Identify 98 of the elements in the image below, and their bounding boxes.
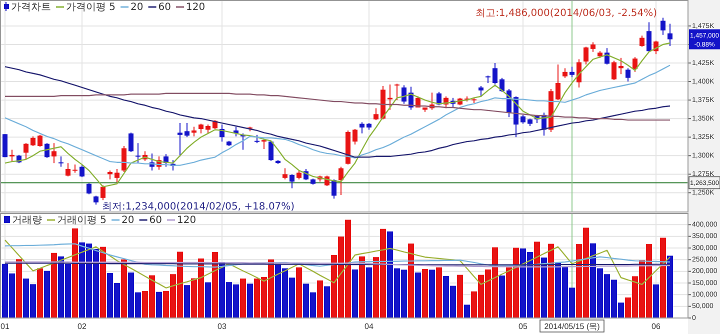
x-tick-label: 04 (364, 322, 374, 331)
bar (37, 268, 43, 318)
bar (16, 259, 22, 318)
candlestick (576, 58, 582, 88)
candlestick (268, 140, 274, 162)
bar (422, 269, 428, 318)
candlestick (192, 126, 196, 137)
legend-label: 가격차트 (11, 2, 51, 13)
legend-label: 120 (177, 215, 196, 226)
candlestick (136, 142, 140, 164)
candlestick (478, 85, 484, 97)
candlestick (338, 166, 344, 196)
candlestick (178, 122, 182, 157)
bar (499, 276, 505, 318)
x-tick-label: 03 (218, 322, 227, 331)
candlestick (556, 64, 560, 101)
bar (534, 242, 540, 318)
bar (667, 256, 673, 318)
legend-label: 20 (122, 215, 134, 226)
bar (296, 267, 302, 318)
candlestick (66, 162, 70, 177)
candlestick (30, 136, 36, 147)
candlestick (86, 182, 92, 195)
candlestick (668, 23, 672, 46)
bar (324, 286, 330, 318)
legend-label: 60 (149, 215, 162, 226)
candlestick (332, 178, 336, 200)
candlestick (122, 146, 126, 172)
candlestick (388, 84, 392, 110)
annotation: 최고:1,486,000(2014/06/03, -2.54%) (476, 8, 658, 19)
bar (156, 292, 162, 318)
bar (464, 304, 470, 318)
bar (359, 256, 365, 318)
candlestick (626, 68, 630, 82)
bar (415, 272, 421, 318)
candlestick (402, 84, 406, 104)
candlestick (374, 108, 378, 121)
bar (44, 270, 50, 318)
candlestick (184, 122, 190, 138)
candlestick (632, 56, 638, 72)
candlestick (612, 60, 616, 81)
candlestick (80, 164, 84, 178)
annotation: 최저:1,234,000(2014/02/05, +18.07%) (102, 202, 295, 213)
candlestick (198, 123, 204, 134)
candlestick (584, 46, 588, 65)
candlestick (640, 35, 644, 48)
bar (660, 238, 666, 318)
bar (366, 267, 372, 318)
bar (653, 284, 659, 318)
bar (548, 244, 554, 318)
bar (408, 244, 414, 318)
candlestick (618, 57, 624, 75)
x-tick-label: 02 (78, 322, 87, 331)
candlestick (660, 17, 666, 36)
candlestick (352, 128, 358, 146)
legend-label: 거래이평 5 (57, 215, 107, 226)
bar (429, 270, 435, 318)
x-tick-label: 06 (652, 322, 661, 331)
candlestick (52, 142, 56, 164)
legend-label: 60 (158, 2, 172, 13)
x-tick-label: 2014/05/15 (목) (544, 322, 600, 331)
legend-label: 20 (130, 2, 144, 13)
bar (121, 259, 127, 318)
candlestick (570, 66, 574, 78)
bar (247, 284, 253, 318)
bar (212, 252, 218, 318)
candlestick (24, 142, 28, 160)
x-tick-label: 05 (518, 322, 528, 331)
candlestick (590, 42, 596, 52)
candlestick (492, 62, 498, 86)
candlestick (360, 122, 364, 134)
candlestick (100, 184, 106, 201)
candlestick (58, 156, 64, 168)
bar (317, 280, 323, 318)
legend-label: 120 (186, 2, 206, 13)
x-tick-label: 01 (0, 322, 10, 331)
bar (72, 228, 78, 318)
bar (100, 246, 106, 318)
candlestick (282, 168, 288, 180)
candlestick (290, 174, 294, 189)
bar (352, 269, 358, 318)
legend-label: 거래량 (12, 215, 42, 226)
bar (541, 258, 547, 318)
bar (436, 267, 442, 318)
bar (205, 282, 211, 318)
candlestick (646, 22, 652, 52)
line-series (4, 239, 671, 288)
bar (184, 285, 190, 318)
candlestick (394, 83, 400, 101)
bar (457, 274, 463, 318)
bar (51, 252, 57, 318)
legend-label: 가격이평 5 (66, 2, 116, 13)
candlestick (114, 168, 120, 183)
candlestick (562, 68, 568, 78)
candlestick (128, 132, 134, 152)
bar (240, 278, 246, 318)
candlestick (38, 134, 42, 148)
candlestick (10, 149, 14, 162)
